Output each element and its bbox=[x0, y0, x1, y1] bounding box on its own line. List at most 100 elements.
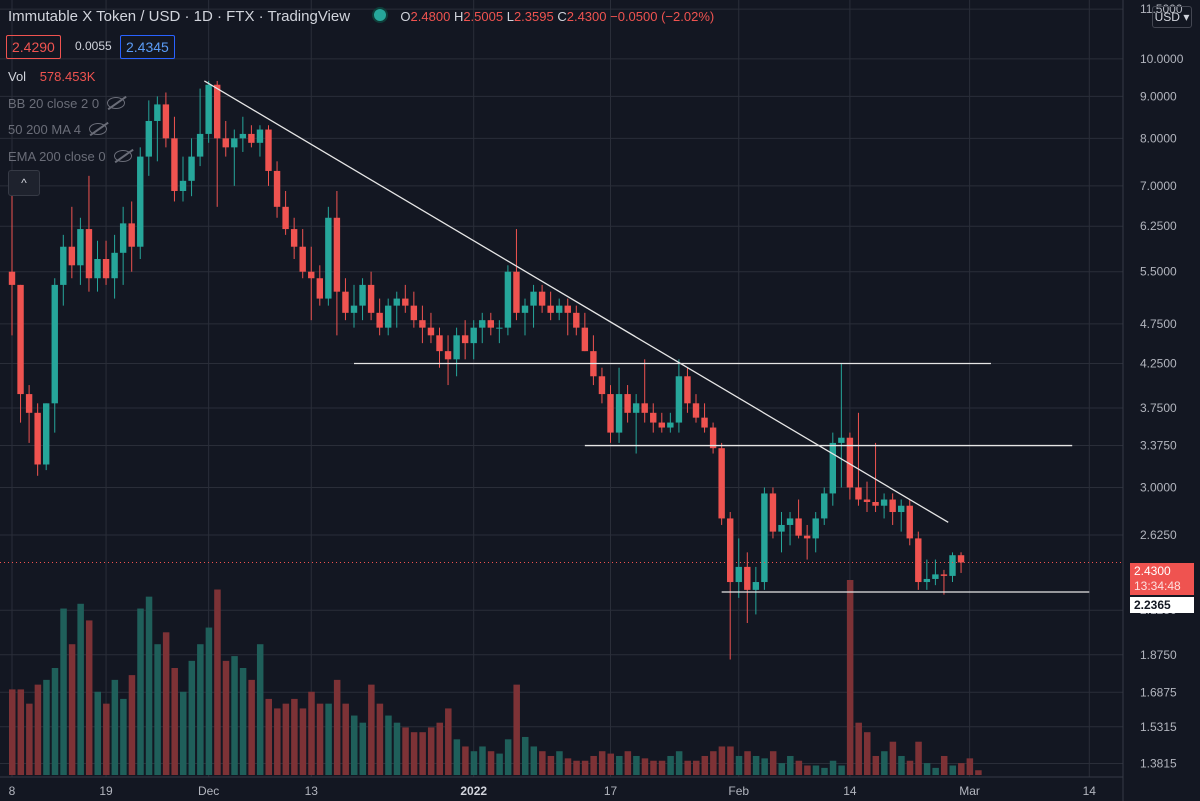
candle-body bbox=[744, 566, 751, 590]
x-tick-label: 14 bbox=[1083, 784, 1097, 798]
volume-bar bbox=[342, 703, 349, 775]
volume-bar bbox=[641, 758, 649, 775]
candle-body bbox=[444, 351, 452, 360]
volume-bar bbox=[316, 703, 324, 775]
volume-bar bbox=[462, 746, 469, 775]
candle-body bbox=[453, 335, 460, 360]
volume-bar bbox=[43, 679, 50, 775]
volume-bar bbox=[958, 763, 965, 775]
candle-body bbox=[957, 555, 965, 563]
candle-body bbox=[761, 493, 768, 583]
candle-body bbox=[34, 412, 41, 465]
volume-bar bbox=[171, 667, 178, 775]
volume-bar bbox=[710, 751, 717, 775]
hidden-eye-icon[interactable] bbox=[107, 97, 126, 109]
candle-body bbox=[119, 223, 127, 253]
candle-body bbox=[410, 305, 418, 321]
volume-bar bbox=[675, 751, 683, 775]
volume-bar bbox=[718, 746, 726, 775]
candle-body bbox=[624, 394, 631, 413]
y-tick-label: 11.5000 bbox=[1140, 2, 1183, 16]
volume-bar bbox=[393, 722, 401, 775]
volume-bar bbox=[162, 632, 170, 775]
candle-body bbox=[709, 427, 717, 449]
volume-bar bbox=[17, 689, 25, 775]
x-tick-label: 14 bbox=[843, 784, 857, 798]
volume-bar bbox=[898, 755, 905, 775]
candle-body bbox=[479, 320, 486, 328]
volume-bar bbox=[829, 760, 837, 775]
candle-body bbox=[17, 284, 24, 395]
candle-body bbox=[137, 156, 144, 247]
volume-bar bbox=[667, 755, 674, 775]
y-tick-label: 3.7500 bbox=[1140, 401, 1177, 415]
volume-bar bbox=[453, 739, 461, 775]
candle-body bbox=[692, 403, 700, 418]
volume-bar bbox=[103, 703, 110, 775]
volume-bar bbox=[821, 767, 828, 775]
candle-body bbox=[402, 298, 409, 306]
volume-bar bbox=[744, 751, 751, 775]
candle-body bbox=[795, 518, 802, 536]
candle-body bbox=[60, 246, 67, 285]
collapse-legend-button[interactable]: ^ bbox=[8, 170, 40, 196]
volume-bar bbox=[77, 603, 84, 775]
buy-price-box[interactable]: 2.4345 bbox=[120, 35, 175, 59]
x-tick-label: 8 bbox=[9, 784, 16, 798]
volume-bar bbox=[402, 727, 409, 775]
volume-bar bbox=[274, 708, 281, 775]
candle-body bbox=[855, 487, 862, 500]
volume-bar bbox=[256, 644, 264, 775]
candle-body bbox=[667, 422, 674, 428]
volume-bar bbox=[427, 727, 435, 775]
volume-bar bbox=[522, 736, 529, 775]
candle-body bbox=[231, 138, 238, 148]
volume-bar bbox=[60, 608, 67, 775]
y-tick-label: 1.6875 bbox=[1140, 685, 1177, 699]
candle-body bbox=[367, 284, 375, 313]
indicator-ma[interactable]: 50 200 MA 4 bbox=[8, 122, 107, 137]
y-tick-label: 5.5000 bbox=[1140, 265, 1177, 279]
candle-body bbox=[803, 535, 811, 539]
candle-body bbox=[752, 582, 760, 590]
volume-bar bbox=[239, 667, 247, 775]
volume-bar bbox=[154, 644, 161, 775]
volume-bar bbox=[975, 770, 982, 775]
sell-price-box[interactable]: 2.4290 bbox=[6, 35, 61, 59]
candle-body bbox=[915, 538, 922, 583]
candle-body bbox=[863, 499, 871, 502]
candle-body bbox=[846, 437, 854, 488]
volume-bar bbox=[838, 765, 845, 775]
volume-bar bbox=[769, 751, 777, 775]
candle-body bbox=[188, 156, 195, 181]
indicator-bb[interactable]: BB 20 close 2 0 bbox=[8, 96, 126, 111]
symbol-title[interactable]: Immutable X Token / USD · 1D · FTX · Tra… bbox=[8, 8, 351, 25]
hidden-eye-icon[interactable] bbox=[89, 123, 107, 135]
volume-bar bbox=[205, 627, 213, 775]
candle-body bbox=[923, 578, 931, 583]
volume-bar bbox=[598, 751, 606, 775]
volume-bar bbox=[701, 755, 709, 775]
volume-bar bbox=[470, 751, 478, 775]
volume-bar bbox=[787, 755, 794, 775]
volume-bar bbox=[906, 760, 914, 775]
currency-select[interactable]: USD ▾ bbox=[1152, 6, 1192, 28]
candle-body bbox=[632, 403, 640, 413]
candle-body bbox=[880, 499, 888, 506]
indicator-ema[interactable]: EMA 200 close 0 bbox=[8, 149, 132, 164]
candle-body bbox=[85, 229, 93, 279]
volume-bar bbox=[804, 765, 811, 775]
volume-bar bbox=[846, 580, 854, 775]
candle-body bbox=[521, 305, 529, 313]
hidden-eye-icon[interactable] bbox=[113, 150, 132, 162]
candle-body bbox=[299, 246, 306, 272]
y-tick-label: 3.0000 bbox=[1140, 480, 1177, 494]
x-tick-label: Feb bbox=[728, 784, 749, 798]
y-tick-label: 10.0000 bbox=[1140, 52, 1184, 66]
x-tick-label: 19 bbox=[99, 784, 113, 798]
candle-body bbox=[385, 305, 392, 328]
candle-body bbox=[821, 493, 828, 519]
volume-bar bbox=[479, 746, 486, 775]
candle-body bbox=[496, 327, 503, 329]
